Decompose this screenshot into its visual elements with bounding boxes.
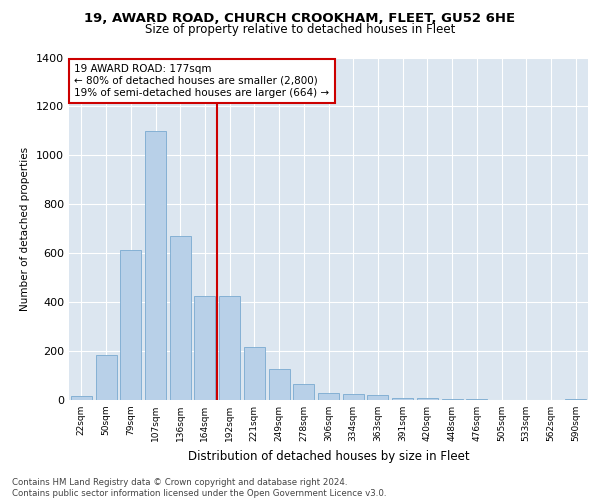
Bar [244,348,265,400]
Text: Contains HM Land Registry data © Crown copyright and database right 2024.
Contai: Contains HM Land Registry data © Crown c… [12,478,386,498]
Bar [145,131,166,400]
Bar [170,236,191,400]
Bar [417,398,438,400]
Bar [95,354,116,400]
Bar [293,384,314,400]
Bar [219,296,240,400]
Bar [71,396,92,400]
Bar [442,399,463,400]
Text: 19 AWARD ROAD: 177sqm
← 80% of detached houses are smaller (2,800)
19% of semi-d: 19 AWARD ROAD: 177sqm ← 80% of detached … [74,64,329,98]
Text: Size of property relative to detached houses in Fleet: Size of property relative to detached ho… [145,22,455,36]
Bar [565,399,586,400]
Text: 19, AWARD ROAD, CHURCH CROOKHAM, FLEET, GU52 6HE: 19, AWARD ROAD, CHURCH CROOKHAM, FLEET, … [85,12,515,26]
Bar [392,398,413,400]
Bar [120,250,141,400]
X-axis label: Distribution of detached houses by size in Fleet: Distribution of detached houses by size … [188,450,469,462]
Bar [318,392,339,400]
Bar [194,296,215,400]
Bar [367,395,388,400]
Y-axis label: Number of detached properties: Number of detached properties [20,146,31,311]
Bar [343,394,364,400]
Bar [269,370,290,400]
